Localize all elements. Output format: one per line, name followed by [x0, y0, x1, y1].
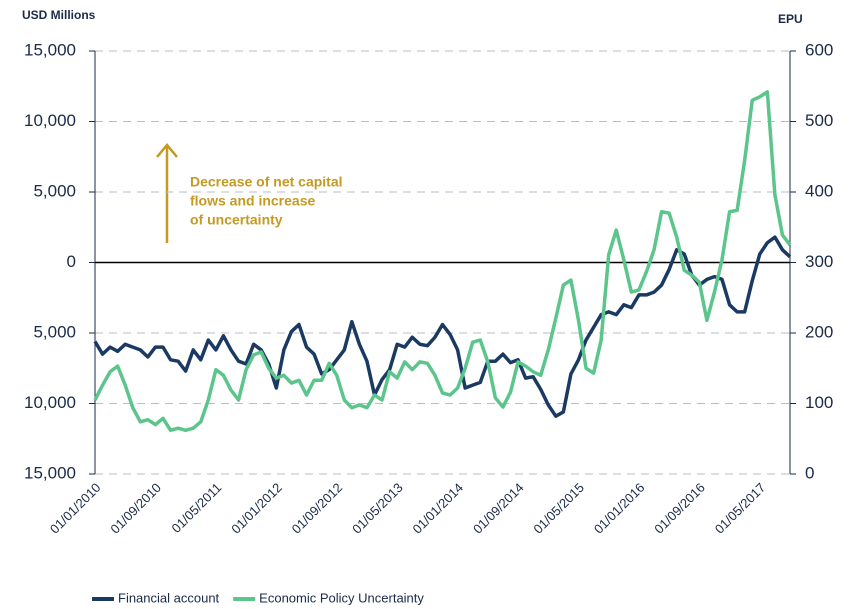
annotation: of uncertainty — [190, 212, 283, 228]
y2-tick-label: 600 — [805, 40, 833, 59]
y-tick-label: 5,000 — [33, 322, 76, 341]
x-tick-label: 01/01/2014 — [410, 480, 467, 537]
x-tick-label: 01/05/2015 — [530, 480, 587, 537]
y-tick-label: 5,000 — [33, 181, 76, 200]
series-line — [93, 90, 792, 433]
y-tick-label: 10,000 — [24, 111, 76, 130]
x-tick-label: 01/09/2012 — [289, 480, 346, 537]
x-tick-label: 01/09/2010 — [107, 480, 164, 537]
x-tick-label: 01/09/2016 — [651, 480, 708, 537]
y2-tick-label: 300 — [805, 252, 833, 271]
y2-tick-label: 100 — [805, 393, 833, 412]
legend-label: Economic Policy Uncertainty — [259, 590, 424, 605]
x-tick-label: 01/05/2011 — [168, 480, 224, 536]
y-tick-label: 10,000 — [24, 393, 76, 412]
series-line — [93, 235, 792, 418]
x-tick-label: 01/01/2010 — [47, 480, 104, 537]
y2-tick-label: 200 — [805, 322, 833, 341]
x-tick-label: 01/01/2012 — [228, 480, 285, 537]
annotation-arrowhead — [156, 143, 178, 158]
x-tick-label: 01/01/2016 — [591, 480, 648, 537]
y-axis-label: USD Millions — [22, 8, 96, 22]
legend-label: Financial account — [118, 590, 220, 605]
y-tick-label: 15,000 — [24, 40, 76, 59]
x-tick-label: 01/09/2014 — [470, 480, 527, 537]
annotation: flows and increase — [190, 193, 315, 209]
y2-axis-label: EPU — [778, 12, 803, 26]
x-tick-label: 01/05/2017 — [712, 480, 769, 537]
y2-tick-label: 400 — [805, 181, 833, 200]
y-tick-label: 0 — [67, 252, 76, 271]
annotation: Decrease of net capital — [190, 174, 343, 190]
y2-tick-label: 0 — [805, 463, 814, 482]
y-tick-label: 15,000 — [24, 463, 76, 482]
y2-tick-label: 500 — [805, 111, 833, 130]
x-tick-label: 01/05/2013 — [349, 480, 406, 537]
